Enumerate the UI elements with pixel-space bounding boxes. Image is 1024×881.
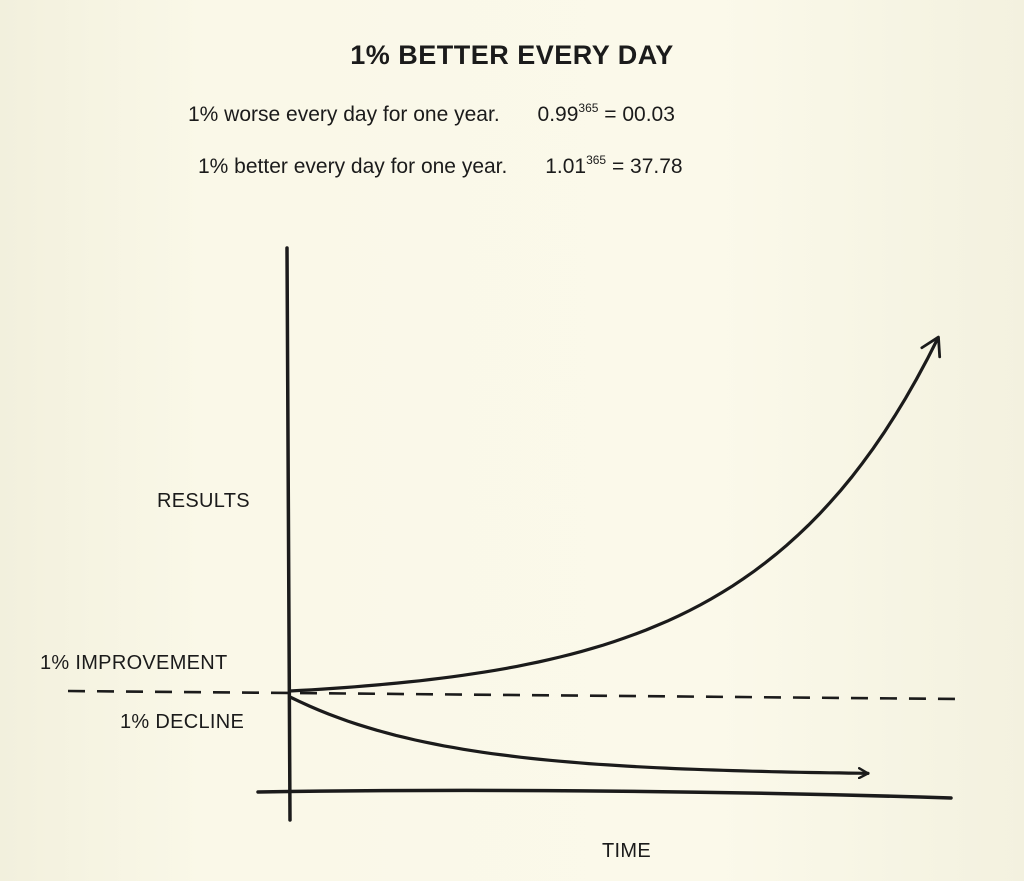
equation-worse-result: = 00.03 (604, 103, 675, 126)
series-improvement-line (288, 335, 942, 693)
equation-worse-label: 1% worse every day for one year. (188, 103, 500, 126)
series-decline-line (288, 695, 870, 773)
equation-worse: 1% worse every day for one year. 0.99365… (188, 101, 675, 127)
series-layer (288, 335, 942, 773)
equation-better-exponent: 365 (586, 153, 607, 167)
equation-worse-formula: 0.99365 = 00.03 (538, 101, 675, 127)
reference-line (67, 689, 961, 701)
equation-better: 1% better every day for one year. 1.0136… (198, 153, 683, 179)
series-label-improvement: 1% IMPROVEMENT (40, 652, 228, 674)
equation-better-formula: 1.01365 = 37.78 (545, 153, 682, 179)
series-label-decline: 1% DECLINE (120, 711, 245, 733)
chart-title: 1% BETTER EVERY DAY (350, 40, 674, 70)
x-axis (256, 788, 953, 800)
equation-better-label: 1% better every day for one year. (198, 155, 508, 178)
equation-better-result: = 37.78 (611, 155, 683, 178)
y-axis-label: RESULTS (157, 490, 250, 512)
equation-worse-base: 0.99 (537, 103, 579, 126)
x-axis-label: TIME (602, 840, 651, 862)
equation-better-base: 1.01 (545, 155, 587, 178)
equation-worse-exponent: 365 (578, 101, 599, 115)
y-axis (285, 246, 292, 822)
